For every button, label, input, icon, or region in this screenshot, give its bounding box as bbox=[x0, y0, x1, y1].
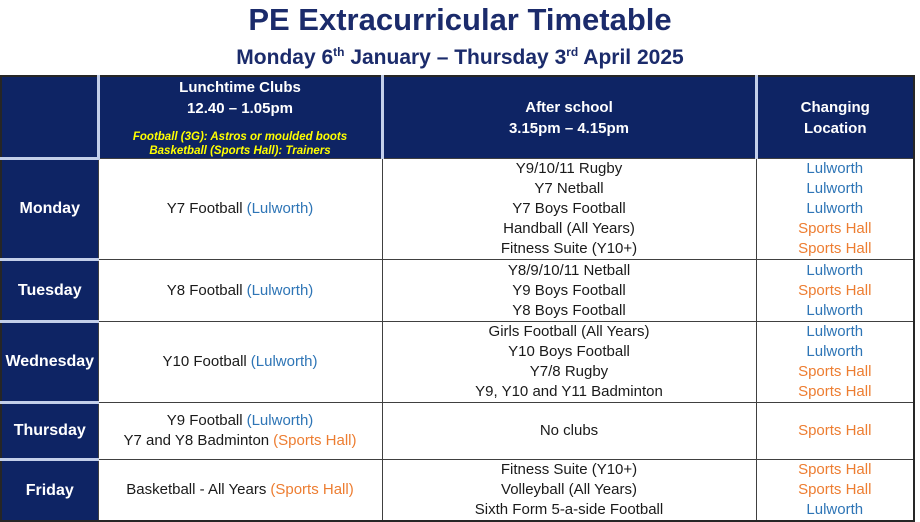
header-afterschool-cell: After school 3.15pm – 4.15pm bbox=[380, 75, 758, 159]
location-line: Lulworth bbox=[806, 343, 864, 360]
activity-line: Y9 Football (Lulworth) bbox=[99, 411, 382, 431]
location-line: Sports Hall bbox=[798, 363, 872, 380]
location-line: Lulworth bbox=[806, 301, 864, 319]
row-tuesday: Tuesday Y8 Football (Lulworth) Y8/9/10/11… bbox=[1, 258, 915, 323]
activity-text: Basketball - All Years bbox=[126, 481, 267, 498]
location-line: Sports Hall bbox=[798, 240, 872, 257]
lunchtime-note-football: Football (3G): Astros or moulded boots bbox=[132, 131, 348, 143]
header-row: Lunchtime Clubs 12.40 – 1.05pm Football … bbox=[1, 75, 915, 160]
lunchtime-note-basketball: Basketball (Sports Hall): Trainers bbox=[149, 145, 331, 157]
afterschool-cell-monday: Y9/10/11 Rugby Y7 Netball Y7 Boys Footba… bbox=[381, 158, 757, 260]
activity-text: Y8 Football bbox=[166, 281, 243, 299]
activity-line: Y8/9/10/11 Netball bbox=[507, 261, 631, 279]
afterschool-cell-thursday: No clubs bbox=[381, 402, 757, 460]
row-friday: Friday Basketball - All Years (Sports Hal… bbox=[1, 458, 915, 522]
day-cell-wednesday: Wednesday bbox=[1, 320, 99, 404]
location-line: Lulworth bbox=[806, 501, 864, 518]
venue-text: (Lulworth) bbox=[246, 281, 314, 299]
location-line: Sports Hall bbox=[798, 481, 872, 498]
location-line: Sports Hall bbox=[798, 461, 872, 478]
venue-text: (Lulworth) bbox=[250, 353, 318, 370]
afterschool-time: 3.15pm – 4.15pm bbox=[508, 119, 630, 137]
activity-line: Fitness Suite (Y10+) bbox=[500, 240, 638, 257]
timetable: Lunchtime Clubs 12.40 – 1.05pm Football … bbox=[0, 75, 915, 522]
venue-text: (Sports Hall) bbox=[273, 432, 357, 449]
lunchtime-cell-tuesday: Y8 Football (Lulworth) bbox=[97, 259, 383, 322]
location-line: Sports Hall bbox=[798, 422, 872, 439]
location-cell-friday: Sports Hall Sports Hall Lulworth bbox=[755, 459, 915, 522]
lunchtime-time: 12.40 – 1.05pm bbox=[187, 100, 293, 117]
activity-line: Y8 Football (Lulworth) bbox=[99, 281, 382, 301]
activity-line: Y7 Netball bbox=[534, 180, 604, 197]
activity-line: No clubs bbox=[539, 422, 599, 439]
location-line: Lulworth bbox=[806, 261, 864, 279]
venue-text: (Lulworth) bbox=[246, 412, 314, 429]
afterschool-cell-wednesday: Girls Football (All Years) Y10 Boys Foot… bbox=[381, 321, 757, 403]
lunchtime-cell-friday: Basketball - All Years (Sports Hall) bbox=[97, 459, 383, 522]
venue-text: (Sports Hall) bbox=[270, 481, 354, 498]
location-line: Lulworth bbox=[806, 323, 864, 340]
afterschool-title: After school bbox=[525, 98, 613, 116]
subtitle-pre: Monday 6 bbox=[236, 46, 334, 69]
activity-line: Y7 and Y8 Badminton (Sports Hall) bbox=[99, 431, 382, 451]
location-cell-wednesday: Lulworth Lulworth Sports Hall Sports Hal… bbox=[755, 321, 915, 403]
activity-line: Handball (All Years) bbox=[503, 220, 635, 237]
subtitle-mid: January – Thursday 3 bbox=[344, 46, 567, 69]
activity-line: Y7/8 Rugby bbox=[529, 363, 609, 380]
changing-title-line1: Changing bbox=[800, 98, 870, 116]
activity-line: Volleyball (All Years) bbox=[501, 481, 637, 498]
location-line: Lulworth bbox=[806, 160, 864, 177]
subtitle-sup-th: th bbox=[333, 45, 345, 59]
location-line: Lulworth bbox=[806, 180, 864, 197]
day-cell-monday: Monday bbox=[1, 157, 99, 261]
location-cell-thursday: Sports Hall bbox=[755, 402, 915, 460]
row-wednesday: Wednesday Y10 Football (Lulworth) Girls F… bbox=[1, 320, 915, 404]
day-cell-tuesday: Tuesday bbox=[1, 258, 99, 323]
activity-text: Y10 Football bbox=[162, 353, 247, 370]
day-cell-friday: Friday bbox=[1, 458, 99, 521]
lunchtime-title: Lunchtime Clubs bbox=[179, 79, 301, 96]
activity-line: Y10 Football (Lulworth) bbox=[99, 352, 382, 372]
location-line: Lulworth bbox=[806, 200, 864, 217]
activity-text: Y7 Football bbox=[166, 200, 243, 217]
subtitle-sup-rd: rd bbox=[566, 45, 579, 59]
row-monday: Monday Y7 Football (Lulworth) Y9/10/11 Ru… bbox=[1, 157, 915, 261]
location-line: Sports Hall bbox=[798, 383, 872, 400]
lunchtime-notes: Football (3G): Astros or moulded boots B… bbox=[100, 130, 381, 158]
day-cell-thursday: Thursday bbox=[1, 401, 99, 461]
activity-line: Y9 Boys Football bbox=[512, 281, 626, 299]
subtitle-post: April 2025 bbox=[578, 46, 684, 69]
location-line: Sports Hall bbox=[798, 220, 872, 237]
activity-line: Y7 Football (Lulworth) bbox=[99, 199, 382, 219]
activity-line: Girls Football (All Years) bbox=[488, 323, 650, 340]
location-cell-monday: Lulworth Lulworth Lulworth Sports Hall S… bbox=[755, 158, 915, 260]
page-title: PE Extracurricular Timetable bbox=[248, 2, 672, 37]
activity-line: Basketball - All Years (Sports Hall) bbox=[99, 480, 382, 500]
changing-title-line2: Location bbox=[804, 119, 867, 137]
activity-line: Y8 Boys Football bbox=[512, 301, 626, 319]
afterschool-cell-friday: Fitness Suite (Y10+) Volleyball (All Yea… bbox=[381, 459, 757, 522]
activity-text: Y9 Football bbox=[166, 412, 243, 429]
location-cell-tuesday: Lulworth Sports Hall Lulworth bbox=[755, 259, 915, 322]
activity-line: Y9, Y10 and Y11 Badminton bbox=[475, 383, 663, 400]
activity-line: Y7 Boys Football bbox=[512, 200, 626, 217]
lunchtime-cell-monday: Y7 Football (Lulworth) bbox=[97, 158, 383, 260]
header-lunchtime-cell: Lunchtime Clubs 12.40 – 1.05pm Football … bbox=[96, 75, 384, 159]
venue-text: (Lulworth) bbox=[246, 200, 314, 217]
lunchtime-cell-thursday: Y9 Football (Lulworth) Y7 and Y8 Badminto… bbox=[97, 402, 383, 460]
header-corner-cell bbox=[1, 75, 100, 160]
page-subtitle: Monday 6th January – Thursday 3rd April … bbox=[0, 40, 920, 70]
activity-line: Y10 Boys Football bbox=[508, 343, 630, 360]
activity-line: Y9/10/11 Rugby bbox=[515, 160, 623, 177]
activity-line: Sixth Form 5-a-side Football bbox=[474, 501, 664, 518]
activity-text: Y7 and Y8 Badminton bbox=[123, 432, 270, 449]
row-thursday: Thursday Y9 Football (Lulworth) Y7 and Y8… bbox=[1, 401, 915, 461]
afterschool-cell-tuesday: Y8/9/10/11 Netball Y9 Boys Football Y8 B… bbox=[381, 259, 757, 322]
header-changing-cell: Changing Location bbox=[754, 75, 915, 159]
location-line: Sports Hall bbox=[798, 281, 872, 299]
lunchtime-cell-wednesday: Y10 Football (Lulworth) bbox=[97, 321, 383, 403]
activity-line: Fitness Suite (Y10+) bbox=[500, 461, 638, 478]
